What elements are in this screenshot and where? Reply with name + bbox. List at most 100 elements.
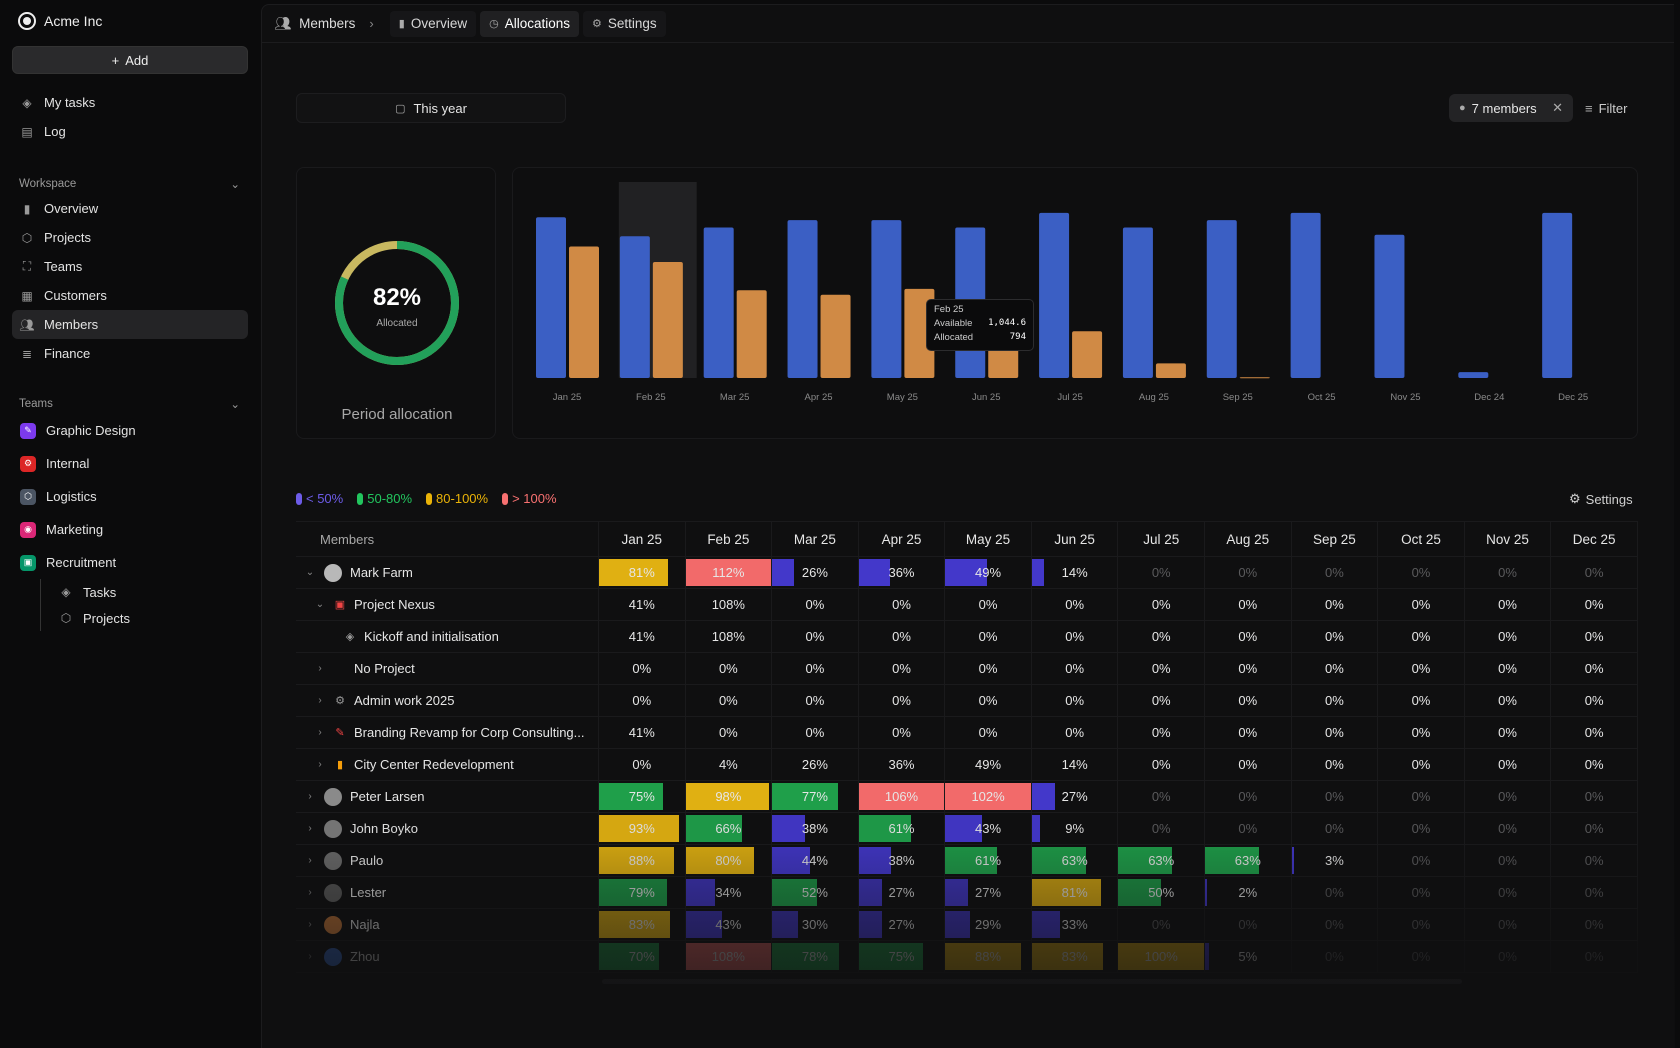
allocation-cell[interactable]: 0%	[1465, 557, 1552, 588]
allocation-cell[interactable]: 112%	[685, 557, 773, 588]
allocation-cell[interactable]: 0%	[599, 749, 686, 780]
team-item-logistics[interactable]: ⬡ Logistics	[12, 480, 248, 513]
allocation-cell[interactable]: 0%	[1118, 781, 1206, 812]
sidebar-item-my-tasks[interactable]: ◈ My tasks	[12, 88, 248, 117]
allocation-cell[interactable]: 0%	[1378, 909, 1465, 940]
allocation-cell[interactable]: 0%	[772, 589, 859, 620]
date-range-button[interactable]: ▢ This year	[296, 93, 566, 123]
chevron-right-icon[interactable]: ›	[318, 727, 322, 738]
add-button[interactable]: + Add	[12, 46, 248, 74]
allocation-cell[interactable]: 0%	[1205, 685, 1292, 716]
allocation-cell[interactable]: 30%	[772, 909, 859, 940]
sidebar-item-recruitment-tasks[interactable]: ◈ Tasks	[51, 579, 248, 605]
allocation-cell[interactable]: 0%	[1465, 813, 1552, 844]
allocation-cell[interactable]: 0%	[1292, 909, 1379, 940]
project-row[interactable]: › ▮ City Center Redevelopment 0% 4% 26% 36% 49%…	[296, 749, 1638, 781]
close-icon[interactable]: ✕	[1552, 100, 1563, 115]
org-switcher[interactable]: Acme Inc	[18, 10, 248, 32]
allocation-cell[interactable]: 3%	[1291, 845, 1379, 876]
allocation-cell[interactable]: 0%	[945, 685, 1032, 716]
sidebar-item-teams[interactable]: ⛶ Teams	[12, 252, 248, 281]
month-column-header[interactable]: Apr 25	[859, 522, 946, 556]
allocation-cell[interactable]: 36%	[858, 557, 946, 588]
allocation-cell[interactable]: 0%	[1551, 749, 1638, 780]
allocation-cell[interactable]: 50%	[1118, 877, 1206, 908]
allocation-cell[interactable]: 0%	[1118, 717, 1206, 748]
allocation-cell[interactable]: 14%	[1032, 749, 1119, 780]
allocation-cell[interactable]: 0%	[1118, 813, 1206, 844]
allocation-cell[interactable]: 0%	[859, 621, 946, 652]
chevron-down-icon[interactable]: ⌄	[305, 567, 315, 578]
allocation-cell[interactable]: 81%	[1031, 877, 1119, 908]
month-column-header[interactable]: Sep 25	[1292, 522, 1379, 556]
allocation-cell[interactable]: 0%	[1032, 653, 1119, 684]
allocation-cell[interactable]: 0%	[1205, 813, 1292, 844]
month-column-header[interactable]: Oct 25	[1378, 522, 1465, 556]
allocation-cell[interactable]: 0%	[1551, 813, 1638, 844]
project-row[interactable]: › No Project 0% 0% 0% 0% 0% 0% 0% 0% 0% 0% 0% 0%	[296, 653, 1638, 685]
allocation-cell[interactable]: 0%	[1551, 909, 1638, 940]
sidebar-item-recruitment-projects[interactable]: ⬡ Projects	[51, 605, 248, 631]
allocation-cell[interactable]: 0%	[1118, 589, 1206, 620]
allocation-cell[interactable]: 0%	[1378, 589, 1465, 620]
allocation-cell[interactable]: 0%	[599, 685, 686, 716]
allocation-cell[interactable]: 0%	[772, 621, 859, 652]
allocation-cell[interactable]: 0%	[1551, 621, 1638, 652]
breadcrumb[interactable]: 👥︎ Members	[274, 16, 355, 32]
allocation-cell[interactable]: 106%	[858, 781, 946, 812]
allocation-cell[interactable]: 0%	[1118, 909, 1206, 940]
allocation-cell[interactable]: 0%	[1465, 653, 1552, 684]
allocation-cell[interactable]: 0%	[1378, 941, 1465, 972]
allocation-cell[interactable]: 43%	[685, 909, 773, 940]
member-row[interactable]: › Najla 83% 43% 30% 27% 29% 33% 0% 0% 0% 0% 0% 0%	[296, 909, 1638, 941]
chevron-right-icon[interactable]: ›	[308, 919, 312, 930]
allocation-cell[interactable]: 0%	[1205, 557, 1292, 588]
month-column-header[interactable]: Aug 25	[1205, 522, 1292, 556]
allocation-cell[interactable]: 108%	[686, 589, 773, 620]
allocation-cell[interactable]: 0%	[1551, 717, 1638, 748]
allocation-cell[interactable]: 0%	[1378, 557, 1465, 588]
project-row[interactable]: › ⚙ Admin work 2025 0% 0% 0% 0% 0% 0% 0% 0% 0% 0% 0% 0…	[296, 685, 1638, 717]
team-item-recruitment[interactable]: ▣ Recruitment	[12, 546, 248, 579]
member-row[interactable]: › Lester 79% 34% 52% 27% 27% 81% 50% 2% 0% 0% 0% 0%	[296, 877, 1638, 909]
allocation-cell[interactable]: 0%	[1551, 685, 1638, 716]
month-column-header[interactable]: May 25	[945, 522, 1032, 556]
allocation-cell[interactable]: 0%	[1551, 557, 1638, 588]
allocation-cell[interactable]: 0%	[1292, 813, 1379, 844]
sidebar-item-overview[interactable]: ▮ Overview	[12, 194, 248, 223]
allocation-cell[interactable]: 0%	[1378, 685, 1465, 716]
allocation-cell[interactable]: 9%	[1031, 813, 1119, 844]
allocation-cell[interactable]: 0%	[1465, 589, 1552, 620]
allocation-cell[interactable]: 79%	[598, 877, 686, 908]
allocation-cell[interactable]: 0%	[1465, 941, 1552, 972]
allocation-cell[interactable]: 0%	[1032, 621, 1119, 652]
member-row[interactable]: › Paulo 88% 80% 44% 38% 61% 63% 63% 63% 3% 0% 0% 0%	[296, 845, 1638, 877]
chevron-right-icon[interactable]: ›	[308, 855, 312, 866]
allocation-cell[interactable]: 0%	[1378, 749, 1465, 780]
allocation-cell[interactable]: 61%	[945, 845, 1032, 876]
allocation-cell[interactable]: 0%	[1378, 781, 1465, 812]
team-item-internal[interactable]: ⚙ Internal	[12, 447, 248, 480]
allocation-cell[interactable]: 26%	[772, 749, 859, 780]
allocation-cell[interactable]: 34%	[685, 877, 773, 908]
allocation-cell[interactable]: 0%	[1292, 717, 1379, 748]
allocation-cell[interactable]: 0%	[686, 653, 773, 684]
allocation-cell[interactable]: 0%	[1551, 941, 1638, 972]
allocation-cell[interactable]: 27%	[1031, 781, 1119, 812]
chevron-right-icon[interactable]: ›	[308, 791, 312, 802]
allocation-cell[interactable]: 0%	[1465, 621, 1552, 652]
allocation-cell[interactable]: 0%	[1378, 621, 1465, 652]
allocation-cell[interactable]: 41%	[599, 717, 686, 748]
allocation-cell[interactable]: 0%	[1205, 589, 1292, 620]
allocation-cell[interactable]: 0%	[1551, 589, 1638, 620]
month-column-header[interactable]: Dec 25	[1551, 522, 1638, 556]
allocation-cell[interactable]: 0%	[1465, 909, 1552, 940]
allocation-cell[interactable]: 0%	[1118, 621, 1206, 652]
allocation-cell[interactable]: 108%	[686, 621, 773, 652]
team-item-marketing[interactable]: ◉ Marketing	[12, 513, 248, 546]
allocation-cell[interactable]: 0%	[1465, 877, 1552, 908]
member-row[interactable]: › Peter Larsen 75% 98% 77% 106% 102% 27% 0% 0% 0% 0…	[296, 781, 1638, 813]
allocation-cell[interactable]: 49%	[945, 557, 1032, 588]
allocation-cell[interactable]: 0%	[1378, 653, 1465, 684]
allocation-cell[interactable]: 63%	[1031, 845, 1119, 876]
